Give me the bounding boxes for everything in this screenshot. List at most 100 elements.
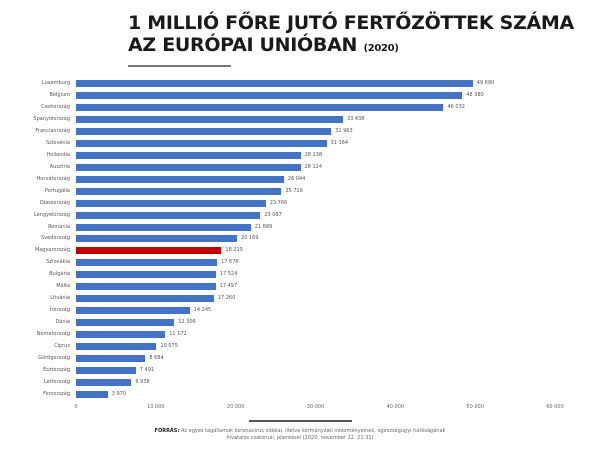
chart-title: 1 MILLIÓ FŐRE JUTÓ FERTŐZÖTTEK SZÁMA AZ … <box>128 12 574 60</box>
value-label: 25 719 <box>285 187 303 194</box>
bar-row: Görögország 8 684 <box>0 354 600 366</box>
category-label: Ausztria <box>49 163 70 170</box>
title-year: (2020) <box>363 43 399 54</box>
x-axis-tick: 60 000 <box>546 404 564 410</box>
category-label: Luxemburg <box>41 80 70 86</box>
bar-row: Szlovénia 31 384 <box>0 139 600 151</box>
title-line-2: AZ EURÓPAI UNIÓBAN (2020) <box>128 34 574 60</box>
category-label: Dánia <box>55 319 70 326</box>
bar-row: Észtország 7 491 <box>0 366 600 378</box>
category-label: Szlovákia <box>46 259 70 266</box>
category-label: Görögország <box>38 355 70 362</box>
bar-row: Franciaország 31 963 <box>0 127 600 139</box>
category-label: Magyarország <box>34 247 70 254</box>
value-label: 23 766 <box>269 199 288 206</box>
category-label: Lengyelország <box>33 211 70 218</box>
bar-row: Horvátország 26 044 <box>0 175 600 187</box>
bar <box>76 187 282 195</box>
value-label: 23 087 <box>264 211 282 218</box>
category-label: Románia <box>48 223 70 230</box>
value-label: 7 491 <box>139 367 155 374</box>
bar-row: Olaszország 23 766 <box>0 199 600 211</box>
bar <box>76 211 261 219</box>
x-axis-tick: 10 000 <box>147 404 165 410</box>
bar <box>76 355 146 363</box>
category-label: Csehország <box>41 103 70 110</box>
bar-row: Dánia 12 306 <box>0 318 600 330</box>
bar <box>76 343 157 351</box>
category-label: Belgium <box>49 91 71 98</box>
bar <box>76 199 266 207</box>
value-label: 12 306 <box>178 319 196 326</box>
source-text: Az egyes tagállamok koronavírus oldalai,… <box>180 428 446 441</box>
bar <box>76 151 301 159</box>
bar-row: Luxemburg 49 690 <box>0 79 600 91</box>
bar-row: Spanyolország 33 438 <box>0 115 600 127</box>
value-label: 31 963 <box>335 127 353 134</box>
value-label: 21 889 <box>254 223 273 230</box>
bar-row: Írország 14 245 <box>0 306 600 318</box>
bar <box>76 91 463 99</box>
bar <box>76 307 190 315</box>
bar <box>76 115 343 123</box>
category-label: Ciprus <box>54 343 70 350</box>
category-label: Litvánia <box>50 295 70 302</box>
value-label: 6 938 <box>135 379 150 385</box>
title-line-1: 1 MILLIÓ FŐRE JUTÓ FERTŐZÖTTEK SZÁMA <box>128 12 574 34</box>
category-label: Horvátország <box>36 175 70 182</box>
x-axis-tick: 40 000 <box>386 404 405 410</box>
bar <box>76 331 166 339</box>
bar-row: Németország 11 172 <box>0 330 600 342</box>
source-label: FORRÁS: <box>154 428 180 434</box>
source-divider <box>249 420 352 422</box>
value-label: 20 169 <box>241 235 259 242</box>
category-label: Hollandia <box>46 151 70 158</box>
bar-row: Lettország 6 938 <box>0 378 600 390</box>
bar-row: Finnország 3 970 <box>0 390 600 402</box>
bar-row: Bulgária 17 524 <box>0 270 600 282</box>
category-label: Franciaország <box>35 127 70 134</box>
value-label: 26 044 <box>287 175 306 182</box>
bar <box>76 103 444 111</box>
x-axis-tick: 20 000 <box>226 404 245 410</box>
value-label: 18 215 <box>225 247 243 254</box>
bar <box>76 367 136 375</box>
bar <box>76 283 216 291</box>
source-note: FORRÁS: Az egyes tagállamok koronavírus … <box>150 428 450 442</box>
bar-row: Magyarország 18 215 <box>0 246 600 258</box>
bar <box>76 235 238 243</box>
value-label: 46 032 <box>447 103 465 110</box>
bar-row: Ciprus 10 075 <box>0 342 600 354</box>
bar <box>76 175 284 183</box>
value-label: 17 260 <box>217 295 236 302</box>
bar <box>76 139 327 147</box>
bar-row: Szlovákia 17 676 <box>0 258 600 270</box>
category-label: Észtország <box>43 367 70 374</box>
highlighted-bar <box>76 247 222 255</box>
category-label: Málta <box>56 283 70 290</box>
value-label: 17 676 <box>221 259 239 266</box>
bar-row: Málta 17 497 <box>0 282 600 294</box>
value-label: 14 245 <box>193 307 212 314</box>
bar <box>76 259 218 267</box>
bar-row: Litvánia 17 260 <box>0 294 600 306</box>
bar <box>76 390 108 398</box>
title-divider <box>128 65 231 67</box>
x-axis-tick: 50 000 <box>466 404 484 410</box>
bar-row: Ausztria 28 124 <box>0 163 600 175</box>
category-label: Portugália <box>44 187 70 194</box>
bar-row: Belgium 48 380 <box>0 91 600 103</box>
bar-row: Portugália 25 719 <box>0 187 600 199</box>
category-label: Spanyolország <box>33 115 70 122</box>
bar <box>76 127 332 135</box>
value-label: 10 075 <box>160 343 178 350</box>
bar <box>76 295 214 303</box>
bar <box>76 223 251 231</box>
bar-row: Svédország 20 169 <box>0 234 600 246</box>
value-label: 3 970 <box>111 390 127 397</box>
bar <box>76 80 473 87</box>
value-label: 17 497 <box>219 283 238 290</box>
category-label: Olaszország <box>39 199 70 206</box>
value-label: 8 684 <box>149 355 164 362</box>
